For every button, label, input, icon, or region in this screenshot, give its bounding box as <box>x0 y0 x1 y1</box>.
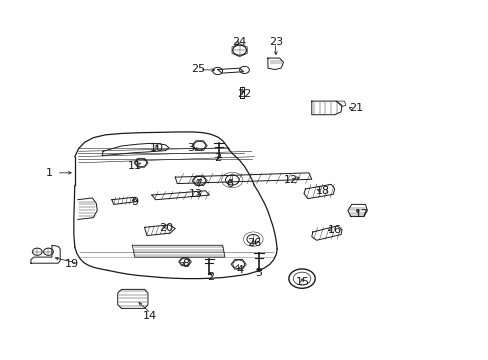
Text: 16: 16 <box>327 225 341 235</box>
Text: 4: 4 <box>236 265 243 275</box>
Text: 14: 14 <box>142 311 156 321</box>
Text: 9: 9 <box>131 197 138 207</box>
Text: 13: 13 <box>188 189 203 199</box>
Text: 10: 10 <box>149 143 163 153</box>
Text: 18: 18 <box>315 186 329 196</box>
Text: 21: 21 <box>349 103 363 113</box>
Text: 11: 11 <box>127 161 142 171</box>
Text: 25: 25 <box>191 64 205 74</box>
Text: 12: 12 <box>283 175 297 185</box>
Text: 15: 15 <box>295 277 309 287</box>
Text: 19: 19 <box>64 259 78 269</box>
Text: 2: 2 <box>206 272 213 282</box>
Text: 5: 5 <box>255 268 262 278</box>
Text: 20: 20 <box>159 224 173 233</box>
Text: 1: 1 <box>46 168 53 178</box>
Text: 2: 2 <box>214 153 221 163</box>
Text: 8: 8 <box>182 259 189 269</box>
Text: 26: 26 <box>247 238 261 248</box>
Text: 22: 22 <box>237 89 251 99</box>
Text: 3: 3 <box>187 143 194 153</box>
Text: 23: 23 <box>268 37 283 47</box>
Text: 6: 6 <box>226 179 233 189</box>
Text: 17: 17 <box>354 209 368 219</box>
Text: 7: 7 <box>194 179 202 189</box>
Text: 24: 24 <box>232 37 246 47</box>
